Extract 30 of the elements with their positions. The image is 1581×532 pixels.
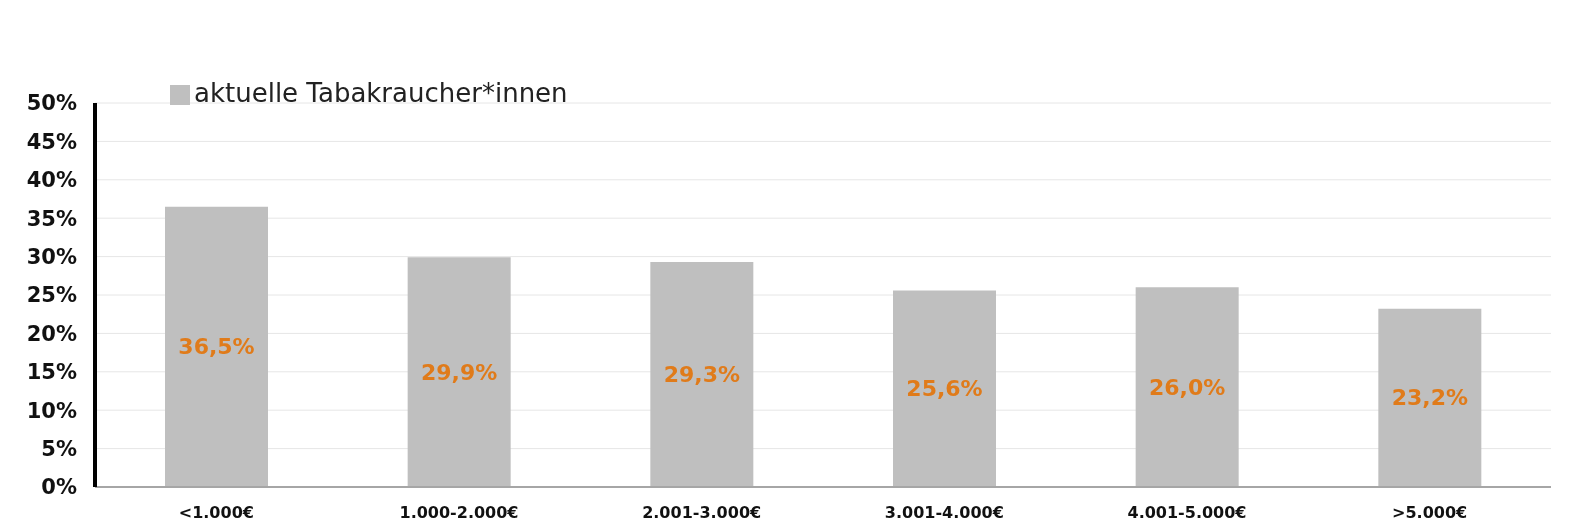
bar xyxy=(1135,287,1239,487)
y-tick-label: 15% xyxy=(26,360,77,385)
bar xyxy=(165,206,268,487)
y-tick-label: 25% xyxy=(26,283,77,308)
data-label: 36,5% xyxy=(178,334,255,360)
x-tick-label: >5.000€ xyxy=(1392,503,1468,523)
data-label: 29,3% xyxy=(663,361,740,387)
data-label: 23,2% xyxy=(1391,385,1468,411)
bar xyxy=(407,257,511,487)
y-tick-label: 5% xyxy=(41,437,77,462)
y-tick-label: 50% xyxy=(26,91,77,116)
x-tick-label: 2.001-3.000€ xyxy=(642,503,762,523)
y-tick-label: 30% xyxy=(26,245,77,270)
bar xyxy=(1378,308,1482,487)
x-tick-label: <1.000€ xyxy=(178,503,254,523)
y-tick-label: 40% xyxy=(26,168,77,193)
y-tick-label: 20% xyxy=(26,321,77,346)
data-label: 25,6% xyxy=(906,376,983,402)
x-tick-label: 1.000-2.000€ xyxy=(399,503,519,523)
data-label: 26,0% xyxy=(1149,374,1226,400)
bar xyxy=(650,261,754,487)
data-label: 29,9% xyxy=(421,359,498,385)
y-tick-label: 0% xyxy=(41,475,77,500)
y-tick-label: 45% xyxy=(26,129,77,154)
y-tick-label: 10% xyxy=(26,398,77,423)
legend-label: aktuelle Tabakraucher*innen xyxy=(194,78,568,108)
bar xyxy=(893,290,996,487)
x-tick-label: 4.001-5.000€ xyxy=(1127,503,1247,523)
y-tick-label: 35% xyxy=(26,206,77,231)
x-tick-label: 3.001-4.000€ xyxy=(884,503,1004,523)
